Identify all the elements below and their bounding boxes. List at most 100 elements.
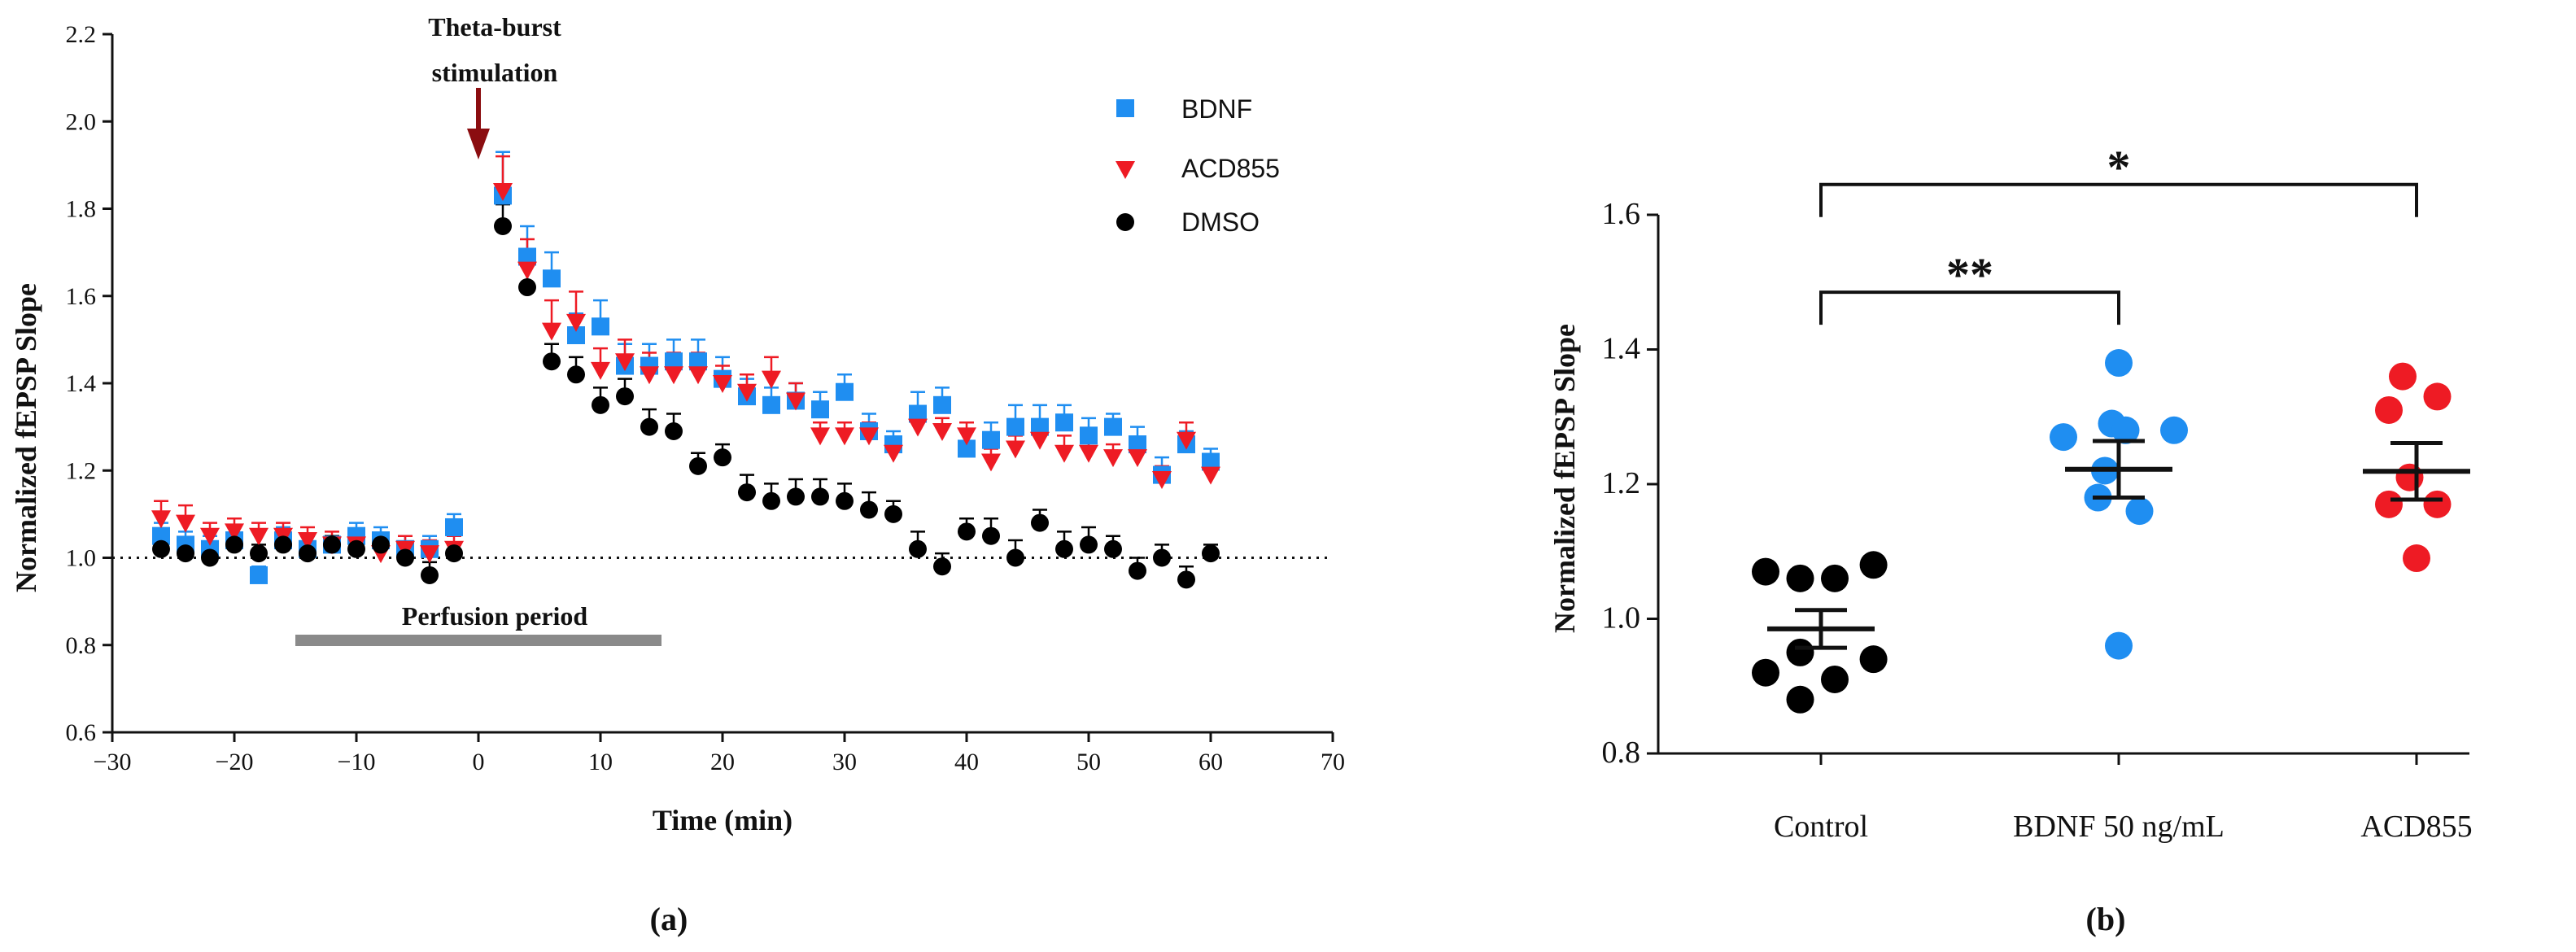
bdnf-data-point bbox=[1006, 417, 1024, 436]
dmso-data-point bbox=[1055, 539, 1073, 558]
panel-a-x-tick-label: 30 bbox=[832, 749, 857, 775]
panel-b-dot-plot: 0.8 1.0 1.2 1.4 1.6 Control BDNF 50 ng/mL ACD85… bbox=[1548, 141, 2473, 937]
acd855-data-point bbox=[786, 392, 806, 411]
acd855-data-point bbox=[664, 366, 683, 385]
dmso-data-point bbox=[616, 387, 634, 406]
acd855-data-point bbox=[2389, 362, 2417, 391]
dmso-data-point bbox=[250, 544, 268, 563]
acd855-data-point bbox=[1054, 444, 1074, 463]
panel-a-y-tick-label: 0.8 bbox=[66, 632, 97, 659]
dmso-data-point bbox=[225, 535, 243, 554]
panel-a-caption: (a) bbox=[650, 901, 688, 937]
bdnf-data-point bbox=[2160, 416, 2188, 444]
panel-b-y-axis-label: Normalized fEPSP Slope bbox=[1548, 324, 1581, 633]
legend-dmso-circle-icon bbox=[1116, 213, 1134, 231]
control-data-point bbox=[1821, 564, 1849, 592]
significance-label: ** bbox=[1946, 248, 1993, 301]
dmso-data-point bbox=[884, 504, 902, 523]
panel-a-x-tick-label: 10 bbox=[588, 749, 613, 775]
acd855-data-point bbox=[2395, 463, 2424, 491]
acd855-data-point bbox=[810, 427, 830, 446]
dmso-data-point bbox=[909, 539, 927, 558]
bdnf-data-point bbox=[958, 439, 976, 458]
panel-b-significance-brackets: *** bbox=[1819, 141, 2418, 325]
panel-a-axes bbox=[103, 33, 1334, 742]
dmso-data-point bbox=[592, 395, 609, 414]
bdnf-data-point bbox=[445, 517, 463, 536]
bdnf-data-point bbox=[1104, 417, 1122, 436]
panel-a-y-tick-label: 1.2 bbox=[66, 457, 97, 484]
panel-b-y-tick-label: 1.6 bbox=[1602, 197, 1641, 231]
dmso-data-point bbox=[494, 216, 512, 235]
panel-a-x-tick-label: 50 bbox=[1076, 749, 1101, 775]
panel-a-x-tick-label: 60 bbox=[1198, 749, 1223, 775]
bdnf-data-point bbox=[762, 395, 780, 414]
bdnf-data-point bbox=[1055, 413, 1073, 432]
dmso-data-point bbox=[933, 557, 951, 576]
dmso-data-point bbox=[1104, 539, 1122, 558]
bdnf-data-point bbox=[1031, 417, 1049, 436]
dmso-data-point bbox=[738, 483, 756, 502]
dmso-data-point bbox=[982, 526, 1000, 545]
bdnf-data-point bbox=[543, 269, 561, 288]
acd855-data-point bbox=[1006, 440, 1025, 459]
acd855-data-point bbox=[981, 453, 1001, 472]
acd855-data-point bbox=[517, 261, 537, 280]
stimulation-label-line2: stimulation bbox=[432, 58, 558, 87]
acd855-data-point bbox=[688, 366, 708, 385]
dmso-data-point bbox=[347, 539, 365, 558]
panel-b-y-tick-label: 0.8 bbox=[1602, 736, 1641, 770]
significance-bracket bbox=[1819, 290, 2120, 325]
control-data-point bbox=[1859, 551, 1888, 579]
panel-b-category-label: BDNF 50 ng/mL bbox=[2013, 810, 2225, 844]
panel-a-error-bars bbox=[154, 151, 1218, 580]
bdnf-data-point bbox=[2111, 416, 2140, 444]
acd855-data-point bbox=[2423, 490, 2452, 518]
acd855-data-point bbox=[615, 353, 635, 372]
panel-a-x-tick-label: −10 bbox=[338, 749, 376, 775]
acd855-data-point bbox=[1177, 431, 1196, 450]
dmso-data-point bbox=[543, 352, 561, 371]
bdnf-data-point bbox=[2105, 349, 2133, 378]
panel-a-x-tick-label: 70 bbox=[1321, 749, 1345, 775]
panel-b-mean-sem-bars bbox=[1767, 439, 2470, 650]
control-data-point bbox=[1752, 658, 1779, 687]
acd855-data-point bbox=[176, 514, 195, 533]
dmso-data-point bbox=[787, 487, 805, 506]
acd855-data-point bbox=[298, 532, 317, 551]
panel-b-category-label: Control bbox=[1774, 810, 1868, 844]
legend-acd855-triangle-icon bbox=[1116, 161, 1135, 179]
panel-a-y-tick-label: 1.0 bbox=[66, 545, 97, 572]
acd855-data-point bbox=[591, 361, 610, 380]
dmso-data-point bbox=[201, 548, 219, 567]
dmso-data-point bbox=[1006, 548, 1024, 567]
panel-b-y-tick-label: 1.4 bbox=[1602, 332, 1641, 366]
control-data-point bbox=[1821, 665, 1849, 693]
bdnf-data-point bbox=[982, 430, 1000, 449]
panel-a-annotation-shapes bbox=[295, 88, 661, 646]
panel-b-y-tick-label: 1.2 bbox=[1602, 466, 1641, 500]
bdnf-data-point bbox=[152, 526, 170, 545]
dmso-data-point bbox=[421, 566, 439, 584]
acd855-data-point bbox=[835, 427, 854, 446]
dmso-data-point bbox=[762, 491, 780, 510]
dmso-data-point bbox=[836, 491, 854, 510]
acd855-data-point bbox=[1201, 466, 1220, 485]
acd855-data-point bbox=[2423, 382, 2452, 411]
bdnf-data-point bbox=[567, 326, 585, 345]
bdnf-data-point bbox=[518, 247, 536, 266]
panel-a-legend: BDNF ACD855 DMSO bbox=[1116, 94, 1280, 237]
stimulation-label-line1: Theta-burst bbox=[428, 12, 561, 41]
acd855-data-point bbox=[859, 427, 879, 446]
legend-acd855-label: ACD855 bbox=[1181, 154, 1280, 183]
dmso-data-point bbox=[396, 548, 414, 567]
acd855-data-point bbox=[932, 422, 952, 441]
bdnf-data-point bbox=[2050, 423, 2077, 452]
acd855-data-point bbox=[225, 523, 244, 542]
panel-a-x-tick-label: 0 bbox=[473, 749, 485, 775]
acd855-data-point bbox=[1079, 444, 1098, 463]
dmso-data-point bbox=[323, 535, 341, 554]
acd855-data-point bbox=[493, 183, 513, 202]
acd855-data-point bbox=[2375, 395, 2403, 424]
bdnf-data-point bbox=[1202, 452, 1220, 471]
